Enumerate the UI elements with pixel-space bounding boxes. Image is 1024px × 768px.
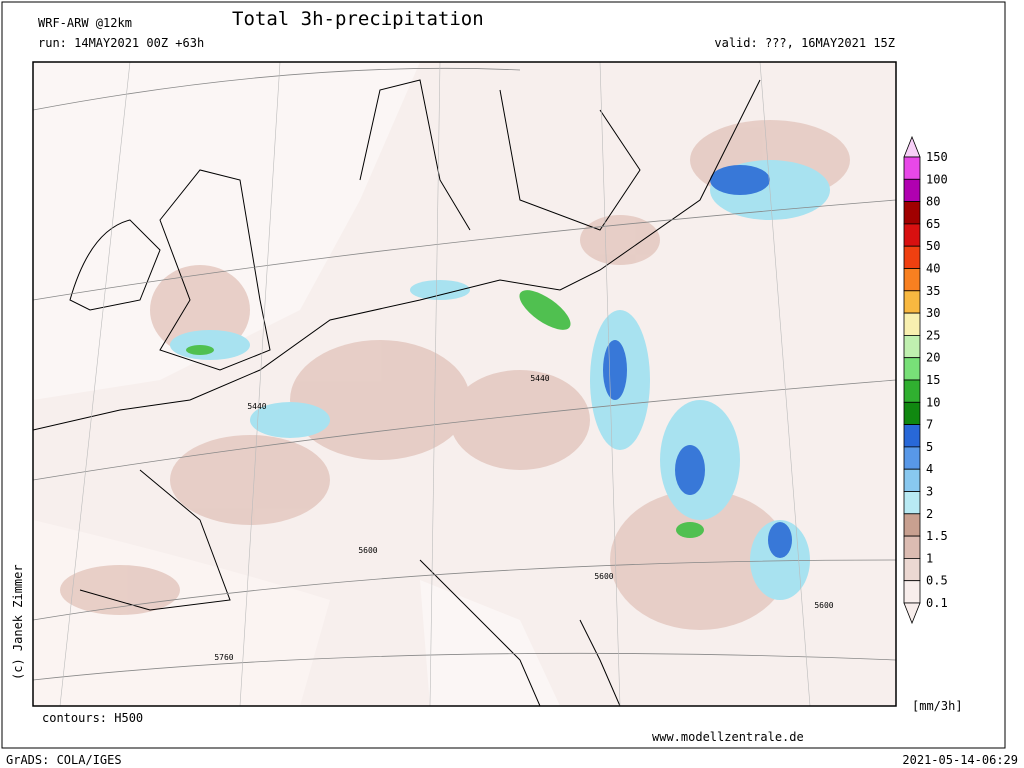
colorbar-segment bbox=[903, 201, 921, 225]
colorbar-segment bbox=[903, 513, 921, 537]
colorbar-segment bbox=[903, 290, 921, 314]
colorbar-segment bbox=[903, 268, 921, 292]
colorbar-label: 20 bbox=[926, 351, 940, 365]
colorbar-label: 50 bbox=[926, 239, 940, 253]
map-features bbox=[33, 62, 896, 706]
colorbar-label: 80 bbox=[926, 195, 940, 209]
colorbar-label: 1 bbox=[926, 551, 933, 565]
credit: (c) Janek Zimmer bbox=[11, 564, 25, 680]
colorbar-label: 7 bbox=[926, 418, 933, 432]
colorbar-label: 0.5 bbox=[926, 574, 948, 588]
colorbar-segment bbox=[903, 424, 921, 448]
contour-label: 5760 bbox=[214, 653, 233, 662]
colorbar-segment bbox=[903, 223, 921, 247]
colorbar-segment bbox=[903, 535, 921, 559]
colorbar-segment bbox=[903, 357, 921, 381]
colorbar-label: 150 bbox=[926, 150, 948, 164]
contour-label: 5600 bbox=[814, 601, 833, 610]
contour-label: 5440 bbox=[530, 374, 549, 383]
colorbar-label: 1.5 bbox=[926, 529, 948, 543]
contour-label: 5600 bbox=[358, 546, 377, 555]
colorbar-segment bbox=[903, 446, 921, 470]
colorbar-segment bbox=[903, 401, 921, 425]
contour-label: 5600 bbox=[594, 572, 613, 581]
colorbar-unit: [mm/3h] bbox=[912, 699, 963, 713]
colorbar-cap bbox=[903, 602, 921, 625]
colorbar-segment bbox=[903, 245, 921, 269]
run: run: 14MAY2021 00Z +63h bbox=[38, 36, 204, 50]
colorbar-segment bbox=[903, 312, 921, 336]
software: GrADS: COLA/IGES bbox=[6, 753, 122, 767]
colorbar-label: 5 bbox=[926, 440, 933, 454]
colorbar-segment bbox=[903, 558, 921, 582]
website: www.modellzentrale.de bbox=[652, 730, 804, 744]
colorbar-label: 2 bbox=[926, 507, 933, 521]
map: 5440 5440 5600 5600 5600 5760 (c) Janek Zimme… bbox=[11, 61, 897, 744]
colorbar-segment bbox=[903, 178, 921, 203]
colorbar-label: 15 bbox=[926, 373, 940, 387]
colorbar-label: 40 bbox=[926, 262, 940, 276]
colorbar-label: 100 bbox=[926, 172, 948, 186]
colorbar-label: 35 bbox=[926, 284, 940, 298]
contour-label: 5440 bbox=[247, 402, 266, 411]
colorbar-segment bbox=[903, 580, 921, 604]
map-border bbox=[32, 61, 897, 707]
contour-labels: 5440 5440 5600 5600 5600 5760 bbox=[214, 374, 833, 662]
colorbar: 150 100 80 65 50 40 35 30 25 20 15 10 7 5 4 3 2 1.5 1 0.5 0.… bbox=[903, 135, 948, 625]
colorbar-segment bbox=[903, 468, 921, 492]
valid: valid: ???, 16MAY2021 15Z bbox=[714, 36, 895, 50]
contours-note: contours: H500 bbox=[42, 711, 143, 725]
colorbar-segment bbox=[903, 334, 921, 359]
colorbar-segment bbox=[903, 491, 921, 515]
colorbar-segment bbox=[903, 379, 921, 403]
timestamp: 2021-05-14-06:29 bbox=[902, 753, 1018, 767]
model: WRF-ARW @12km bbox=[38, 16, 132, 30]
colorbar-label: 4 bbox=[926, 462, 933, 476]
colorbar-label: 25 bbox=[926, 328, 940, 342]
colorbar-label: 65 bbox=[926, 217, 940, 231]
title: Total 3h-precipitation bbox=[232, 8, 484, 30]
colorbar-label: 0.1 bbox=[926, 596, 948, 610]
colorbar-label: 30 bbox=[926, 306, 940, 320]
colorbar-label: 3 bbox=[926, 485, 933, 499]
colorbar-label: 10 bbox=[926, 395, 940, 409]
colorbar-segment bbox=[903, 156, 921, 180]
